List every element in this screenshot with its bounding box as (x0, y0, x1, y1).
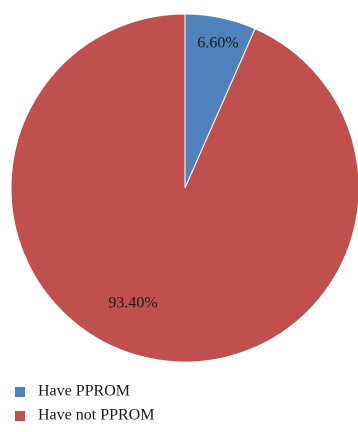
legend-swatch (15, 387, 25, 397)
data-label-have-pprom: 6.60% (197, 35, 238, 52)
legend-label: Have not PPROM (38, 407, 154, 424)
pie-slices (10, 13, 358, 363)
pie-slice-have-not-pprom (10, 13, 358, 363)
legend-label: Have PPROM (38, 383, 130, 400)
legend-item-have-pprom: Have PPROM (15, 383, 130, 400)
chart-legend: Have PPROM Have not PPROM (15, 383, 154, 424)
pie-slice-labels: 6.60% 93.40% (108, 35, 238, 312)
legend-swatch (15, 411, 25, 421)
data-label-have-not-pprom: 93.40% (108, 295, 157, 312)
legend-item-have-not-pprom: Have not PPROM (15, 407, 154, 424)
